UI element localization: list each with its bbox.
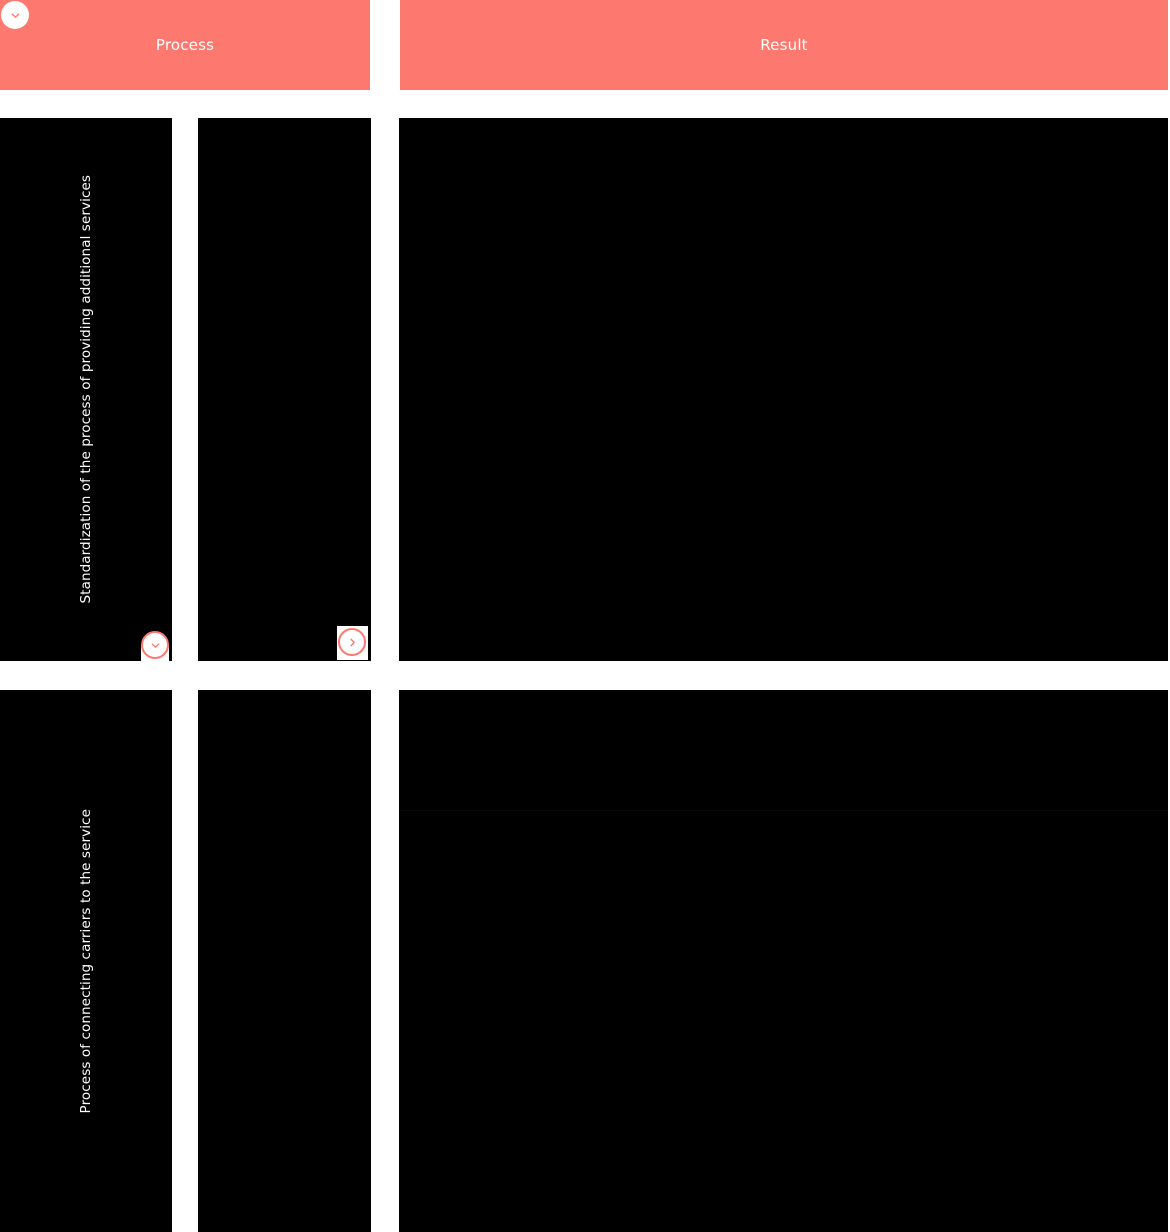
expand-row-button[interactable] <box>141 631 169 659</box>
matrix-row: Standardization of the process of provid… <box>0 118 1170 661</box>
row-caption-text: Process of connecting carriers to the se… <box>77 808 94 1114</box>
header-label-result: Result <box>760 35 808 54</box>
result-panel[interactable] <box>399 118 1168 661</box>
row-label-panel: Standardization of the process of provid… <box>0 118 172 661</box>
header-label-process: Process <box>155 35 215 54</box>
row-caption-text: Standardization of the process of provid… <box>77 175 94 604</box>
result-panel[interactable] <box>399 690 1168 1232</box>
matrix-row: Process of connecting carriers to the se… <box>0 690 1170 1232</box>
header-cell-process[interactable]: Process <box>0 0 370 90</box>
chevron-down-icon <box>149 639 162 652</box>
row-caption: Process of connecting carriers to the se… <box>0 690 172 1232</box>
chevron-down-icon <box>9 9 22 22</box>
row-label-panel: Process of connecting carriers to the se… <box>0 690 172 1232</box>
header-row: Process Result <box>0 0 1170 90</box>
panel-divider <box>399 810 1168 811</box>
content-grid: Standardization of the process of provid… <box>0 118 1170 1232</box>
process-steps-panel[interactable] <box>198 118 371 661</box>
header-cell-result[interactable]: Result <box>400 0 1168 90</box>
chevron-right-icon <box>346 636 359 649</box>
process-steps-panel[interactable] <box>198 690 371 1232</box>
collapse-toggle-button[interactable] <box>1 1 29 29</box>
next-step-button[interactable] <box>338 628 366 656</box>
row-caption: Standardization of the process of provid… <box>0 118 172 661</box>
